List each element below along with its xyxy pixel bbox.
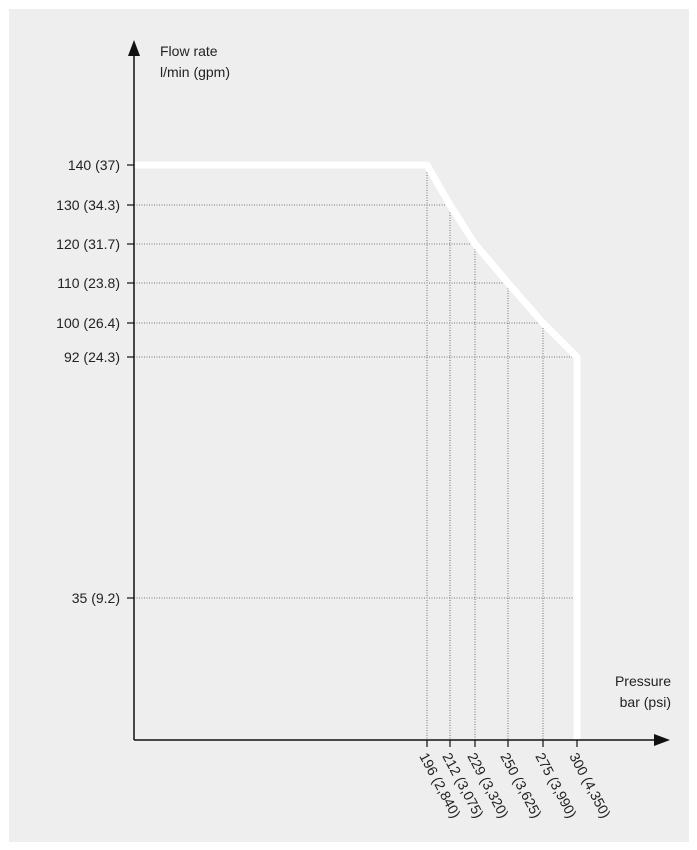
axes (128, 40, 670, 746)
y-tick-label: 120 (31.7) (56, 236, 120, 252)
x-axis-arrow-icon (654, 734, 670, 746)
y-axis-title-line1: Flow rate (160, 43, 218, 59)
series-line (134, 161, 581, 740)
y-tick-label: 92 (24.3) (64, 349, 120, 365)
guide-lines (134, 164, 578, 740)
y-tick-label: 140 (37) (68, 157, 120, 173)
y-tick-label: 35 (9.2) (72, 590, 120, 606)
x-axis-title-line1: Pressure (615, 673, 671, 689)
tick-labels: 140 (37) 130 (34.3) 120 (31.7) 110 (23.8) 10… (56, 157, 614, 821)
y-tick-label: 100 (26.4) (56, 315, 120, 331)
y-axis-arrow-icon (128, 40, 140, 56)
y-axis-title-line2: l/min (gpm) (160, 64, 230, 80)
tick-marks (127, 164, 578, 747)
y-tick-label: 130 (34.3) (56, 197, 120, 213)
curve-layer (133, 161, 581, 741)
x-axis-title-line2: bar (psi) (620, 694, 671, 710)
y-tick-label: 110 (23.8) (57, 275, 120, 291)
